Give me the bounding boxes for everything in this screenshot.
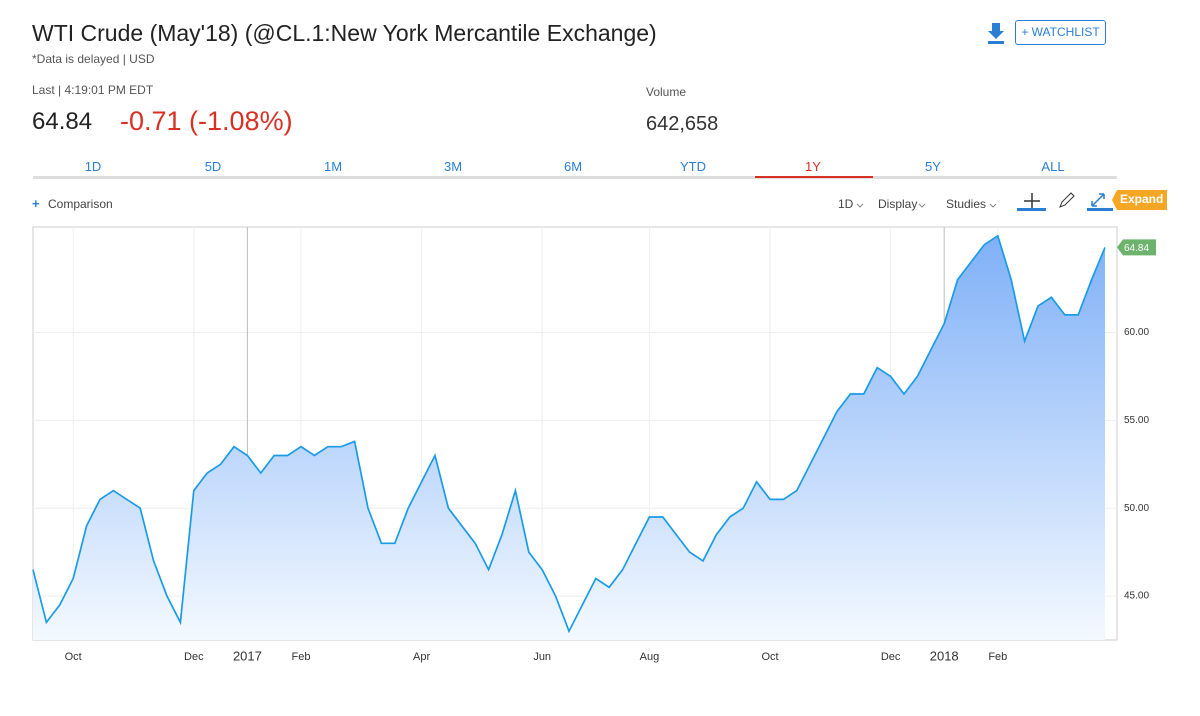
volume-label: Volume (646, 85, 687, 99)
tab[interactable]: 5D (204, 159, 222, 174)
tab[interactable]: 3M (443, 159, 463, 174)
area-fill (33, 235, 1105, 641)
title: WTI Crude (May'18) (@CL.1:New York Merca… (32, 20, 657, 46)
expand-label[interactable]: Expand (1120, 192, 1164, 206)
expand-tag[interactable] (1112, 190, 1167, 210)
tab[interactable]: 1D (84, 159, 102, 174)
expand-icon[interactable] (1091, 193, 1105, 207)
chevrons (856, 203, 997, 208)
crosshair-icon[interactable] (1024, 193, 1040, 209)
display-menu[interactable]: Display (878, 197, 918, 211)
tab[interactable]: 5Y (925, 159, 941, 174)
interval-menu[interactable]: 1D (838, 197, 854, 211)
last-price: 64.84 (32, 108, 93, 135)
last-label: Last | 4:19:01 PM EDT (32, 83, 154, 97)
last-price-tag-label: 64.84 (1124, 243, 1149, 254)
x-tick-label: Feb (988, 651, 1007, 663)
tab-rule (33, 176, 1117, 179)
tab-selected-underline (755, 176, 873, 178)
y-tick-label: 50.00 (1124, 503, 1149, 514)
tab[interactable]: ALL (1041, 159, 1065, 174)
tab[interactable]: 1M (323, 159, 343, 174)
y-tick-label: 55.00 (1124, 415, 1149, 426)
x-tick-label: Aug (640, 651, 660, 663)
comparison-plus[interactable]: + (32, 196, 40, 211)
x-tick-label: Oct (761, 651, 778, 663)
y-tick-label: 45.00 (1124, 591, 1149, 602)
draw-icon[interactable] (1059, 192, 1075, 208)
last-price-tag (1117, 239, 1156, 256)
x-tick-label: Apr (413, 651, 430, 663)
plot-frame (32, 226, 1118, 641)
y-tick-label: 60.00 (1124, 327, 1149, 338)
tab[interactable]: YTD (680, 159, 706, 174)
tab[interactable]: 1Y (805, 159, 821, 174)
price-change: -0.71 (-1.08%) (120, 106, 293, 136)
x-tick-label: Dec (881, 651, 901, 663)
tab[interactable]: 6M (563, 159, 583, 174)
expand-underline (1087, 208, 1113, 211)
watchlist-button[interactable]: + WATCHLIST (1015, 20, 1106, 45)
x-tick-label: 2018 (930, 648, 959, 663)
x-tick-label: Dec (184, 651, 204, 663)
subtitle: *Data is delayed | USD (32, 52, 155, 66)
studies-menu[interactable]: Studies (946, 197, 987, 211)
volume: 642,658 (646, 113, 719, 135)
x-tick-label: Oct (65, 651, 82, 663)
x-tick-label: 2017 (233, 648, 262, 663)
toolbar-icons (856, 190, 1167, 211)
comparison[interactable]: Comparison (48, 197, 113, 211)
x-tick-label: Jun (533, 651, 551, 663)
crosshair-underline (1017, 208, 1046, 211)
download-icon[interactable] (986, 21, 1006, 45)
price-line (32, 234, 1106, 634)
x-tick-label: Feb (292, 651, 311, 663)
